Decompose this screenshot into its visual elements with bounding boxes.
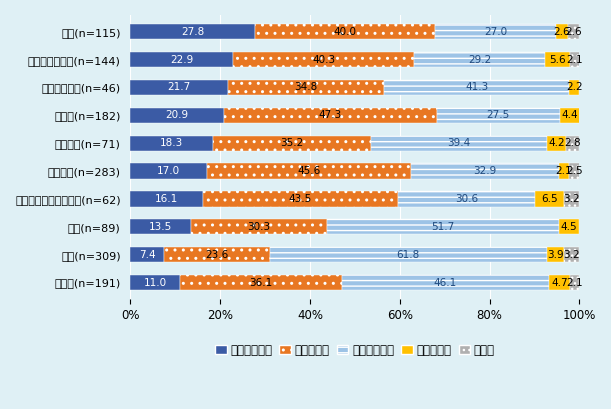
Bar	[549, 275, 570, 290]
Text: 32.9: 32.9	[474, 166, 497, 176]
Text: 7.4: 7.4	[139, 249, 155, 260]
Text: 30.6: 30.6	[455, 194, 478, 204]
Legend: 改善している, 変わらない, 悪化している, わからない, 無回答: 改善している, 変わらない, 悪化している, わからない, 無回答	[210, 339, 500, 362]
Bar	[130, 191, 203, 207]
Text: 16.1: 16.1	[155, 194, 178, 204]
Bar	[414, 52, 545, 67]
Bar	[435, 24, 556, 39]
Text: 4.7: 4.7	[551, 278, 568, 288]
Bar	[569, 80, 579, 95]
Bar	[269, 247, 547, 262]
Bar	[207, 163, 411, 179]
Bar	[130, 108, 224, 123]
Text: 6.5: 6.5	[541, 194, 558, 204]
Text: 18.3: 18.3	[160, 138, 183, 148]
Text: 3.2: 3.2	[563, 249, 580, 260]
Bar	[398, 191, 535, 207]
Bar	[233, 52, 414, 67]
Text: 22.9: 22.9	[170, 54, 193, 65]
Bar	[228, 80, 384, 95]
Bar	[327, 219, 559, 234]
Bar	[570, 52, 580, 67]
Bar	[436, 108, 560, 123]
Bar	[568, 24, 579, 39]
Text: 2.1: 2.1	[566, 278, 583, 288]
Text: 2.1: 2.1	[567, 54, 584, 65]
Bar	[535, 191, 565, 207]
Text: 2.5: 2.5	[566, 166, 582, 176]
Text: 34.8: 34.8	[295, 83, 318, 92]
Text: 39.4: 39.4	[447, 138, 470, 148]
Bar	[565, 191, 579, 207]
Text: 40.3: 40.3	[312, 54, 335, 65]
Text: 51.7: 51.7	[431, 222, 455, 232]
Text: 43.5: 43.5	[288, 194, 312, 204]
Text: 40.0: 40.0	[334, 27, 356, 37]
Bar	[545, 52, 570, 67]
Text: 35.2: 35.2	[280, 138, 303, 148]
Text: 27.8: 27.8	[181, 27, 204, 37]
Bar	[569, 163, 580, 179]
Bar	[559, 219, 579, 234]
Bar	[547, 247, 565, 262]
Text: 11.0: 11.0	[144, 278, 167, 288]
Text: 3.9: 3.9	[547, 249, 564, 260]
Text: 36.1: 36.1	[249, 278, 273, 288]
Text: 2.1: 2.1	[555, 166, 572, 176]
Bar	[130, 24, 255, 39]
Bar	[130, 135, 213, 151]
Text: 47.3: 47.3	[319, 110, 342, 120]
Bar	[203, 191, 398, 207]
Bar	[180, 275, 342, 290]
Bar	[213, 135, 370, 151]
Text: 13.5: 13.5	[149, 222, 172, 232]
Bar	[565, 247, 579, 262]
Text: 29.2: 29.2	[468, 54, 491, 65]
Text: 30.3: 30.3	[247, 222, 271, 232]
Bar	[191, 219, 327, 234]
Bar	[130, 52, 233, 67]
Bar	[164, 247, 269, 262]
Bar	[130, 275, 180, 290]
Bar	[130, 247, 164, 262]
Text: 2.6: 2.6	[565, 27, 582, 37]
Text: 23.6: 23.6	[205, 249, 228, 260]
Bar	[370, 135, 547, 151]
Text: 4.4: 4.4	[562, 110, 578, 120]
Bar	[560, 108, 580, 123]
Bar	[556, 24, 568, 39]
Bar	[342, 275, 549, 290]
Text: 2.8: 2.8	[565, 138, 581, 148]
Text: 2.6: 2.6	[554, 27, 570, 37]
Text: 20.9: 20.9	[166, 110, 189, 120]
Bar	[566, 135, 579, 151]
Text: 27.0: 27.0	[484, 27, 507, 37]
Text: 5.6: 5.6	[549, 54, 566, 65]
Bar	[130, 163, 207, 179]
Text: 17.0: 17.0	[157, 166, 180, 176]
Bar	[255, 24, 435, 39]
Text: 41.3: 41.3	[465, 83, 488, 92]
Text: 4.5: 4.5	[561, 222, 577, 232]
Text: 46.1: 46.1	[434, 278, 457, 288]
Bar	[411, 163, 559, 179]
Text: 21.7: 21.7	[167, 83, 191, 92]
Bar	[224, 108, 436, 123]
Bar	[130, 219, 191, 234]
Text: 2.2: 2.2	[566, 83, 583, 92]
Text: 3.2: 3.2	[563, 194, 580, 204]
Bar	[570, 275, 579, 290]
Bar	[547, 135, 566, 151]
Bar	[130, 80, 228, 95]
Text: 45.6: 45.6	[298, 166, 321, 176]
Bar	[559, 163, 569, 179]
Text: 61.8: 61.8	[397, 249, 420, 260]
Text: 4.2: 4.2	[549, 138, 565, 148]
Text: 27.5: 27.5	[486, 110, 510, 120]
Bar	[384, 80, 569, 95]
